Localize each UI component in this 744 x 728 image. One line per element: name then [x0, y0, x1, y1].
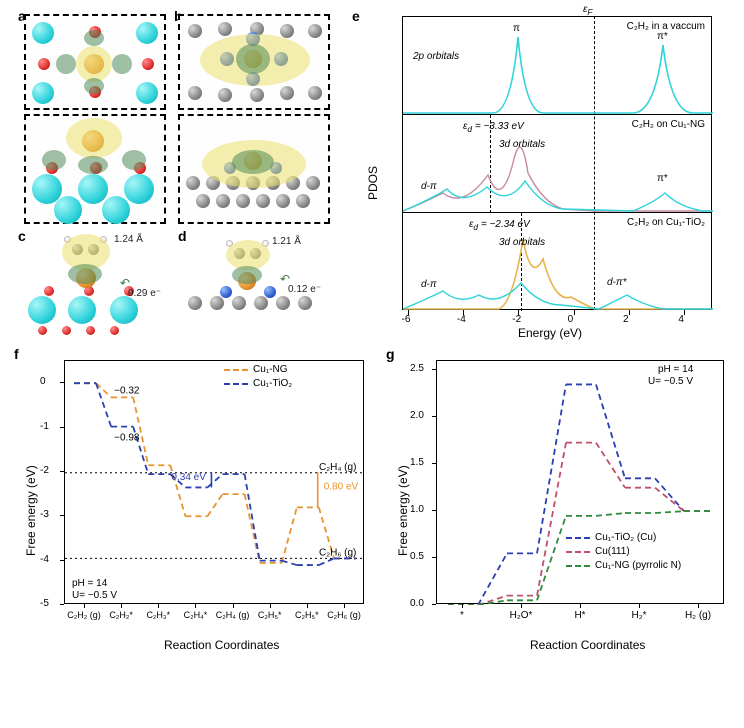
- panel-f: Free energy (eV) −0.32 −0.98 0.34 eV 0.80 e…: [24, 356, 372, 656]
- p3-dpi: d-π: [421, 279, 437, 290]
- p3-ed: εd = −2.34 eV: [469, 219, 530, 232]
- pdos-panel-2: εd = −3.33 eV 3d orbitals d-π π* C₂H₂ on…: [402, 114, 712, 212]
- bondlen-d: 1.21 Å: [272, 236, 301, 247]
- p1-2p: 2p orbitals: [413, 51, 459, 62]
- f-leg-1: Cu₁-NG: [224, 364, 288, 375]
- svg-text:C₂H₄ (g): C₂H₄ (g): [319, 462, 356, 473]
- label-f: f: [14, 346, 19, 362]
- panel-b-side: [178, 114, 330, 224]
- p3-dpistar: d-π*: [607, 277, 626, 288]
- f-xlabel: Reaction Coordinates: [164, 638, 279, 652]
- g-xlabel: Reaction Coordinates: [530, 638, 645, 652]
- f-leg-2-label: Cu₁-TiO₂: [253, 378, 292, 389]
- charge-c: 0.29 e⁻: [128, 288, 161, 299]
- svg-text:0.34 eV: 0.34 eV: [171, 472, 206, 483]
- label-g: g: [386, 346, 395, 362]
- p1-title: C₂H₂ in a vaccum: [627, 21, 705, 32]
- panel-c: 1.24 Å ↶ 0.29 e⁻: [24, 232, 174, 332]
- f-leg-1-label: Cu₁-NG: [253, 364, 288, 375]
- f-frame: −0.32 −0.98 0.34 eV 0.80 eV C₂H₄ (g) C₂H₆ (g): [64, 360, 364, 604]
- p3-title: C₂H₂ on Cu₁-TiO₂: [627, 217, 705, 228]
- pdos-ylabel: PDOS: [366, 166, 380, 200]
- panel-b-top: [178, 14, 330, 110]
- p2-dpi: d-π: [421, 181, 437, 192]
- f-ylabel: Free energy (eV): [24, 465, 38, 556]
- svg-text:−0.98: −0.98: [114, 433, 140, 444]
- svg-text:C₂H₆ (g): C₂H₆ (g): [319, 547, 356, 558]
- g-ylabel: Free energy (eV): [396, 465, 410, 556]
- panel-a-side: [24, 114, 166, 224]
- pdos-panel-3: εd = −2.34 eV 3d orbitals d-π d-π* C₂H₂ …: [402, 212, 712, 310]
- panel-a-top: [24, 14, 166, 110]
- svg-text:0.80 eV: 0.80 eV: [324, 482, 359, 493]
- pdos-panel-1: 2p orbitals π π* C₂H₂ in a vaccum: [402, 16, 712, 114]
- g-leg-1: Cu₁-TiO₂ (Cu): [566, 532, 656, 543]
- p1-pi: π: [513, 23, 520, 34]
- pdos-xlabel: Energy (eV): [518, 326, 582, 340]
- bondlen-c: 1.24 Å: [114, 234, 143, 245]
- top-row: a: [8, 8, 736, 340]
- figure: a: [8, 8, 736, 666]
- panel-g: Free energy (eV) 0.00.51.01.52.02.5 *H₂O…: [396, 356, 732, 656]
- f-svg: −0.32 −0.98 0.34 eV 0.80 eV C₂H₄ (g) C₂H₆ (g): [65, 361, 365, 605]
- p2-3d: 3d orbitals: [499, 139, 545, 150]
- charge-d: 0.12 e⁻: [288, 284, 321, 295]
- p2-pistar: π*: [657, 173, 668, 184]
- p3-3d: 3d orbitals: [499, 237, 545, 248]
- g-leg-2-label: Cu(111): [595, 546, 630, 557]
- p2-title: C₂H₂ on Cu₁-NG: [632, 119, 705, 130]
- g-leg-1-label: Cu₁-TiO₂ (Cu): [595, 532, 656, 543]
- g-u: U= −0.5 V: [648, 376, 693, 387]
- g-ph: pH = 14: [658, 364, 693, 375]
- bottom-row: f Free energy (eV) −0.32 −0.98 0.34 eV 0.80…: [8, 346, 736, 666]
- g-leg-3: Cu₁-NG (pyrrolic N): [566, 560, 681, 571]
- f-u: U= −0.5 V: [72, 590, 117, 601]
- svg-text:−0.32: −0.32: [114, 385, 140, 396]
- g-leg-2: Cu(111): [566, 546, 630, 557]
- p2-ed: εd = −3.33 eV: [463, 121, 524, 134]
- g-leg-3-label: Cu₁-NG (pyrrolic N): [595, 560, 681, 571]
- panel-e-pdos: PDOS εF 2p orbitals π π* C₂H₂ in a vaccu…: [358, 10, 730, 334]
- p1-pistar: π*: [657, 31, 668, 42]
- panel-d: 1.21 Å ↶ 0.12 e⁻: [184, 232, 334, 332]
- f-leg-2: Cu₁-TiO₂: [224, 378, 292, 389]
- f-ph: pH = 14: [72, 578, 107, 589]
